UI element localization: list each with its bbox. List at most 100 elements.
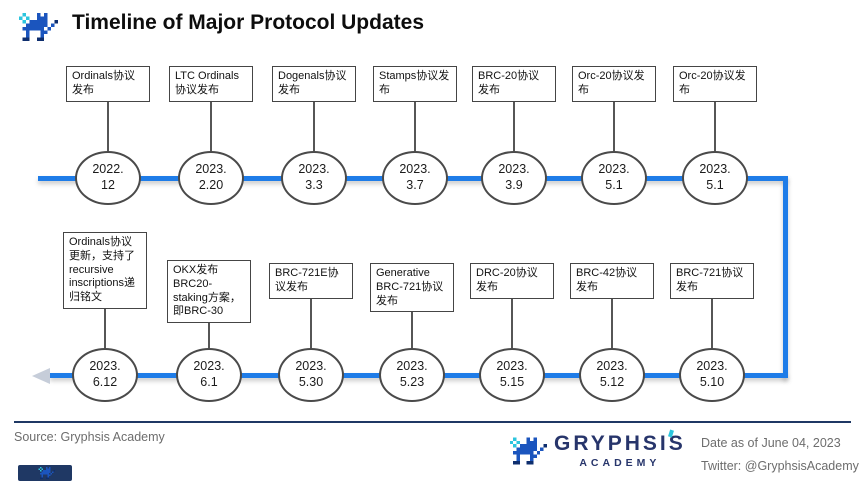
date-day: 3.9 bbox=[505, 178, 523, 192]
date-day: 3.3 bbox=[305, 178, 323, 192]
date-day: 12 bbox=[101, 178, 115, 192]
date-day: 3.7 bbox=[406, 178, 424, 192]
event-label-box: BRC-721协议发布 bbox=[670, 263, 754, 299]
date-year: 2023. bbox=[295, 359, 327, 374]
date-day: 6.1 bbox=[200, 375, 218, 389]
date-day: 5.15 bbox=[499, 375, 525, 389]
date-day: 5.1 bbox=[605, 178, 623, 192]
event-date-circle: 2023. 5.1 bbox=[581, 151, 647, 205]
event-date-circle: 2023. 3.9 bbox=[481, 151, 547, 205]
date-year: 2023. bbox=[193, 359, 225, 374]
connector-line bbox=[210, 101, 212, 151]
timeline-arrowhead bbox=[32, 368, 50, 384]
event-date-circle: 2023. 6.12 bbox=[72, 348, 138, 402]
connector-line bbox=[313, 101, 315, 151]
event-label-box: BRC-721E协议发布 bbox=[269, 263, 353, 299]
date-year: 2023. bbox=[298, 162, 330, 177]
connector-line bbox=[104, 308, 106, 348]
connector-line bbox=[414, 101, 416, 151]
event-label-box: Stamps协议发布 bbox=[373, 66, 457, 102]
timeline-event: Orc-20协议发布 bbox=[562, 66, 666, 151]
timeline-event: LTC Ordinals协议发布 bbox=[159, 66, 263, 151]
timeline-event: Dogenals协议发布 bbox=[262, 66, 366, 151]
timeline-event: BRC-721E协议发布 bbox=[259, 230, 363, 348]
connector-line bbox=[714, 101, 716, 151]
connector-line bbox=[513, 101, 515, 151]
event-label-box: DRC-20协议发布 bbox=[470, 263, 554, 299]
event-label-box: LTC Ordinals协议发布 bbox=[169, 66, 253, 102]
date-year: 2023. bbox=[396, 359, 428, 374]
timeline-event: Ordinals协议更新，支持了recursive inscriptions递归… bbox=[53, 230, 157, 348]
date-year: 2023. bbox=[696, 359, 728, 374]
date-year: 2023. bbox=[596, 359, 628, 374]
event-date-circle: 2023. 5.23 bbox=[379, 348, 445, 402]
event-label-box: Dogenals协议发布 bbox=[272, 66, 356, 102]
footer-logo: GRYPHSIS ACADEMY bbox=[503, 429, 686, 469]
date-year: 2022. bbox=[92, 162, 124, 177]
event-date-circle: 2023. 3.7 bbox=[382, 151, 448, 205]
corner-logo bbox=[18, 465, 72, 481]
source-note: Source: Gryphsis Academy bbox=[14, 430, 165, 444]
event-date-circle: 2023. 3.3 bbox=[281, 151, 347, 205]
timeline-event: DRC-20协议发布 bbox=[460, 230, 564, 348]
timeline-event: Stamps协议发布 bbox=[363, 66, 467, 151]
event-label-box: Orc-20协议发布 bbox=[572, 66, 656, 102]
twitter-note: Twitter: @GryphsisAcademy bbox=[701, 459, 859, 473]
timeline-event: BRC-20协议发布 bbox=[462, 66, 566, 151]
event-label-box: Generative BRC-721协议发布 bbox=[370, 263, 454, 313]
logo-wordmark: GRYPHSIS ACADEMY bbox=[554, 429, 686, 469]
pixel-dragon-icon bbox=[12, 8, 58, 51]
connector-line bbox=[611, 298, 613, 348]
timeline-event: BRC-721协议发布 bbox=[660, 230, 764, 348]
event-date-circle: 2023. 6.1 bbox=[176, 348, 242, 402]
event-date-circle: 2023. 5.1 bbox=[682, 151, 748, 205]
pixel-dragon-icon bbox=[38, 467, 55, 479]
date-year: 2023. bbox=[699, 162, 731, 177]
event-label-box: Orc-20协议发布 bbox=[673, 66, 757, 102]
timeline-event: BRC-42协议发布 bbox=[560, 230, 664, 348]
date-day: 5.30 bbox=[298, 375, 324, 389]
date-year: 2023. bbox=[89, 359, 121, 374]
pixel-dragon-icon bbox=[509, 436, 547, 465]
date-day: 5.1 bbox=[706, 178, 724, 192]
date-year: 2023. bbox=[496, 359, 528, 374]
event-date-circle: 2022. 12 bbox=[75, 151, 141, 205]
event-date-circle: 2023. 5.12 bbox=[579, 348, 645, 402]
date-day: 5.12 bbox=[599, 375, 625, 389]
timeline-event: Orc-20协议发布 bbox=[663, 66, 767, 151]
date-year: 2023. bbox=[195, 162, 227, 177]
timeline-line-right bbox=[783, 176, 788, 378]
connector-line bbox=[310, 298, 312, 348]
connector-line bbox=[711, 298, 713, 348]
timeline-event: OKX发布BRC20-staking方案，即BRC-30 bbox=[157, 230, 261, 348]
event-date-circle: 2023. 5.15 bbox=[479, 348, 545, 402]
event-label-box: Ordinals协议发布 bbox=[66, 66, 150, 102]
event-date-circle: 2023. 5.10 bbox=[679, 348, 745, 402]
logo-secondary-text: ACADEMY bbox=[579, 457, 661, 469]
timeline-event: Generative BRC-721协议发布 bbox=[360, 230, 464, 348]
connector-line bbox=[208, 323, 210, 348]
footer-divider bbox=[14, 421, 851, 423]
event-date-circle: 2023. 2.20 bbox=[178, 151, 244, 205]
event-label-box: Ordinals协议更新，支持了recursive inscriptions递归… bbox=[63, 232, 147, 309]
logo-primary-text: GRYPHSIS bbox=[554, 432, 686, 455]
date-day: 5.23 bbox=[399, 375, 425, 389]
date-day: 6.12 bbox=[92, 375, 118, 389]
event-label-box: BRC-42协议发布 bbox=[570, 263, 654, 299]
connector-line bbox=[613, 101, 615, 151]
date-day: 2.20 bbox=[198, 178, 224, 192]
event-label-box: OKX发布BRC20-staking方案，即BRC-30 bbox=[167, 260, 251, 323]
date-year: 2023. bbox=[598, 162, 630, 177]
date-day: 5.10 bbox=[699, 375, 725, 389]
date-year: 2023. bbox=[399, 162, 431, 177]
page-title: Timeline of Major Protocol Updates bbox=[72, 11, 424, 34]
connector-line bbox=[107, 101, 109, 151]
timeline-event: Ordinals协议发布 bbox=[56, 66, 160, 151]
event-label-box: BRC-20协议发布 bbox=[472, 66, 556, 102]
event-date-circle: 2023. 5.30 bbox=[278, 348, 344, 402]
date-note: Date as of June 04, 2023 bbox=[701, 436, 841, 450]
connector-line bbox=[411, 312, 413, 348]
date-year: 2023. bbox=[498, 162, 530, 177]
connector-line bbox=[511, 298, 513, 348]
